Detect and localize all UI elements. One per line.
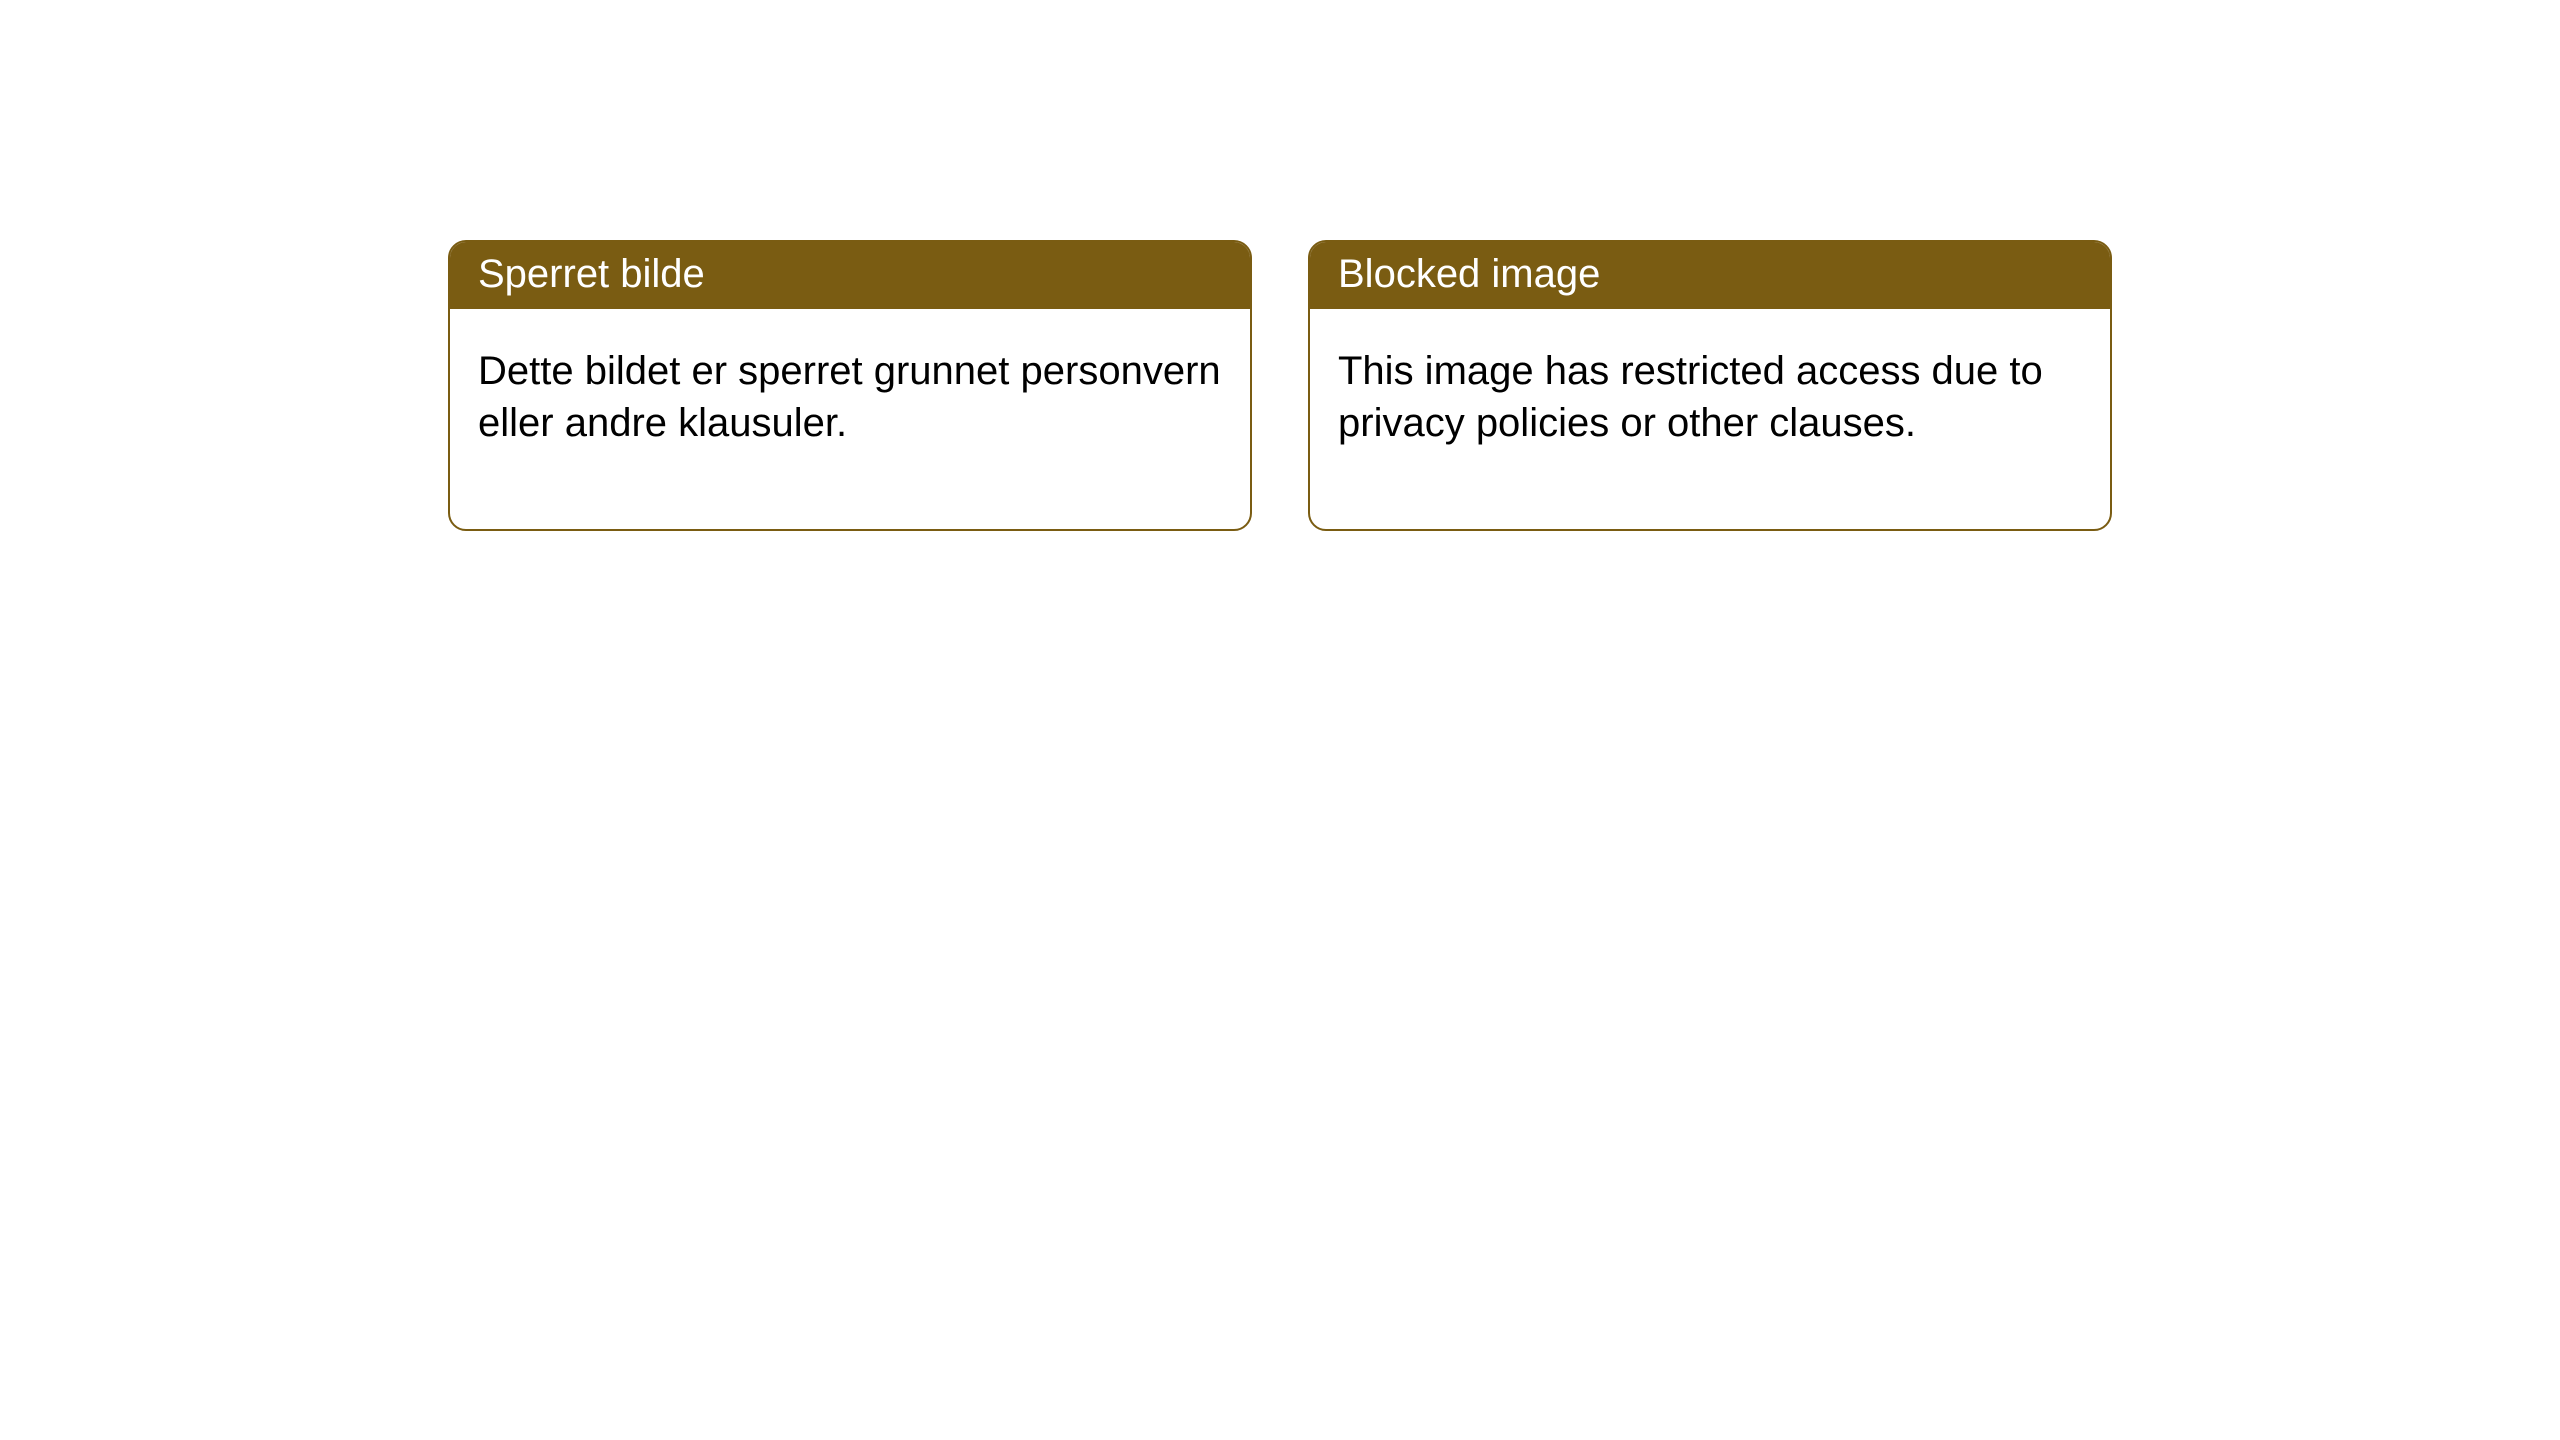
card-body: This image has restricted access due to …: [1310, 309, 2110, 529]
blocked-image-card-no: Sperret bilde Dette bildet er sperret gr…: [448, 240, 1252, 531]
card-header: Blocked image: [1310, 242, 2110, 309]
card-body: Dette bildet er sperret grunnet personve…: [450, 309, 1250, 529]
notice-container: Sperret bilde Dette bildet er sperret gr…: [0, 0, 2560, 531]
card-header: Sperret bilde: [450, 242, 1250, 309]
blocked-image-card-en: Blocked image This image has restricted …: [1308, 240, 2112, 531]
